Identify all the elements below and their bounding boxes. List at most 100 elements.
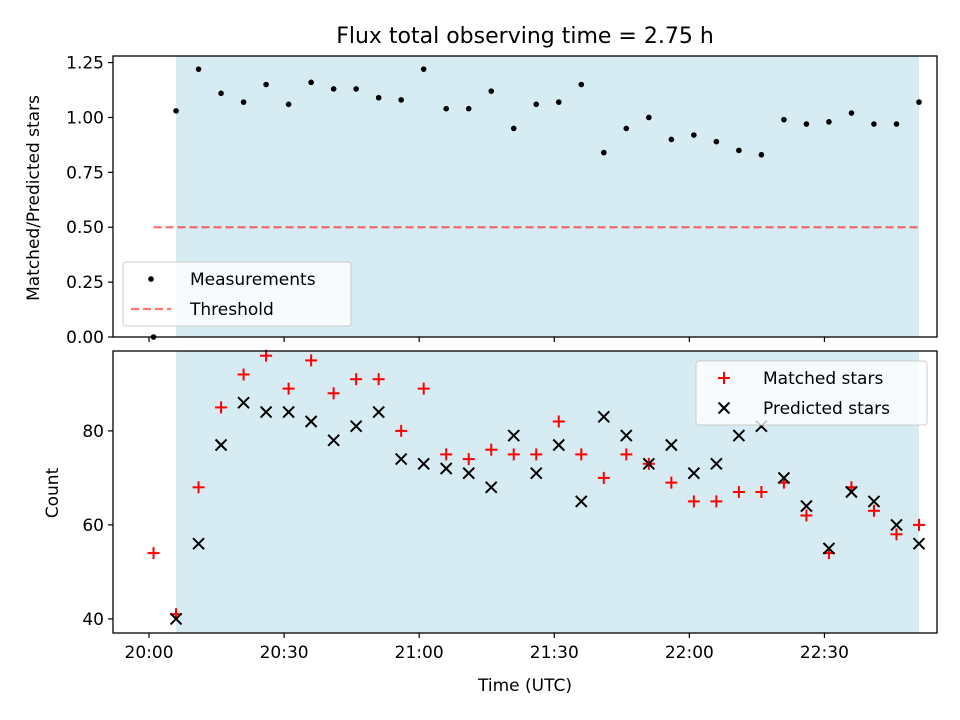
- predicted-point: [214, 438, 228, 452]
- measurement-point: [218, 90, 224, 97]
- top-y-axis-label: Matched/Predicted stars: [24, 95, 44, 301]
- matched-point: [530, 448, 543, 461]
- predicted-point: [507, 429, 520, 442]
- y-tick-label: 0.50: [66, 218, 104, 238]
- bottom-y-axis-label: Count: [43, 467, 63, 518]
- predicted-point: [552, 438, 565, 452]
- series-measurements: [150, 66, 922, 340]
- bottom-panel: 40 60 80 20:00 20:30 21:00 21:30 22:00 22:30 Matc…: [82, 349, 938, 663]
- measurement-point: [781, 116, 787, 123]
- y-tick-label: 0.25: [66, 273, 104, 293]
- matched-point: [350, 373, 363, 386]
- matched-point: [755, 486, 768, 498]
- x-tick-label: 21:00: [395, 643, 444, 663]
- predicted-point: [237, 396, 250, 409]
- measurement-point: [173, 108, 179, 114]
- predicted-point: [890, 518, 903, 532]
- predicted-point: [349, 419, 363, 433]
- matched-point: [372, 373, 385, 386]
- predicted-point: [665, 438, 678, 452]
- legend-label: Measurements: [190, 270, 316, 290]
- matched-point: [485, 443, 498, 456]
- predicted-point: [867, 495, 881, 508]
- x-tick-label: 22:00: [665, 643, 714, 663]
- matched-point: [552, 415, 565, 428]
- measurement-point: [510, 125, 517, 132]
- predicted-point: [845, 485, 858, 499]
- predicted-point: [327, 434, 340, 447]
- measurement-point: [646, 114, 652, 121]
- y-tick-label: 0.00: [66, 328, 104, 348]
- measurement-point: [443, 105, 450, 112]
- measurement-point: [758, 151, 765, 158]
- series-matched-stars: [147, 349, 925, 621]
- predicted-point: [462, 466, 475, 480]
- predicted-point: [777, 471, 791, 485]
- predicted-point: [394, 452, 408, 466]
- top-panel: 0.00 0.25 0.50 0.75 1.00 1.25 Measurements Thre…: [66, 54, 938, 348]
- predicted-point: [642, 457, 656, 471]
- chart-title: Flux total observing time = 2.75 h: [336, 24, 714, 49]
- matched-point: [260, 349, 273, 362]
- legend-box: [695, 360, 928, 426]
- legend-label: Predicted stars: [763, 399, 890, 419]
- x-tick-label: 22:30: [800, 643, 849, 663]
- matched-point: [890, 528, 903, 541]
- measurement-point: [668, 136, 675, 143]
- matched-point: [687, 495, 700, 508]
- measurement-point: [375, 94, 382, 101]
- matched-point: [507, 448, 520, 461]
- predicted-point: [912, 537, 926, 550]
- measurement-point: [308, 79, 314, 86]
- predicted-point: [192, 537, 205, 550]
- predicted-point: [304, 415, 318, 428]
- predicted-point: [710, 457, 723, 471]
- matched-point: [237, 368, 250, 381]
- matched-point: [620, 448, 633, 461]
- measurement-point: [803, 121, 810, 127]
- legend-box: [122, 261, 352, 327]
- y-tick-label: 60: [82, 516, 104, 536]
- predicted-point: [259, 405, 273, 419]
- measurement-point: [465, 105, 472, 112]
- x-axis-label: Time (UTC): [477, 676, 572, 696]
- measurement-point: [330, 86, 337, 92]
- y-tick-label: 80: [82, 422, 104, 442]
- predicted-point: [439, 462, 453, 475]
- measurement-point: [353, 86, 359, 92]
- measurement-point: [555, 99, 562, 105]
- predicted-point: [732, 429, 746, 442]
- matched-point: [395, 424, 408, 437]
- y-tick-label: 1.25: [66, 54, 104, 74]
- axes-frame: [112, 55, 938, 338]
- measurement-point: [736, 147, 742, 154]
- measurement-point: [916, 99, 922, 105]
- predicted-point: [417, 457, 430, 471]
- measurement-point: [533, 101, 540, 108]
- measurement-point: [871, 121, 877, 127]
- measurement-point: [600, 149, 607, 156]
- measurement-point: [420, 66, 427, 72]
- measurement-point: [285, 101, 292, 108]
- measurement-point: [691, 132, 697, 138]
- predicted-point: [620, 429, 633, 442]
- y-tick-label: 0.75: [66, 163, 104, 183]
- measurement-point: [893, 121, 900, 127]
- measurement-point: [488, 88, 495, 94]
- measurement-point: [713, 138, 720, 145]
- predicted-point: [485, 481, 498, 494]
- measurement-point: [578, 81, 585, 88]
- matched-point: [215, 401, 228, 414]
- matched-point: [417, 382, 430, 395]
- predicted-point: [822, 542, 836, 555]
- predicted-point: [575, 495, 588, 508]
- measurement-point: [240, 99, 247, 105]
- axes-frame: [112, 350, 938, 634]
- predicted-point: [800, 499, 813, 513]
- measurement-point: [195, 66, 202, 72]
- y-tick-label: 1.00: [66, 108, 104, 128]
- matched-point: [575, 448, 588, 461]
- predicted-point: [530, 466, 543, 480]
- matched-point: [665, 476, 678, 489]
- predicted-point: [282, 405, 295, 419]
